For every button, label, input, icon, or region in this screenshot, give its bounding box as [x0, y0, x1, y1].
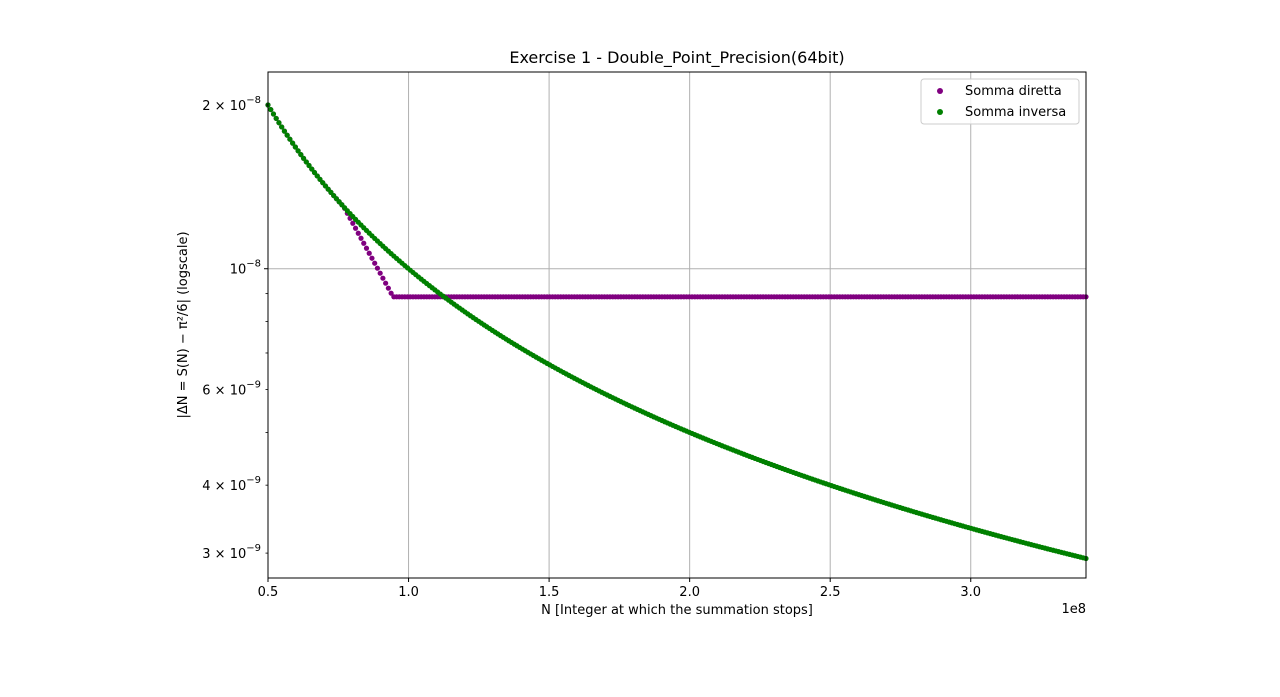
data-point-somma-diretta — [350, 220, 356, 226]
plot-frame — [267, 71, 1087, 579]
data-point-somma-diretta — [369, 255, 375, 261]
y-tick-label: 2 × 10−8 — [202, 95, 261, 114]
axis-ticks: 0.5 1.0 1.5 2.0 2.5 3.0 10−8 2 × 10−8 6 × 10−9 4 … — [202, 95, 981, 600]
data-point-somma-inversa — [276, 120, 282, 126]
legend-marker-somma-inversa — [937, 109, 943, 115]
legend-label-somma-diretta: Somma diretta — [965, 84, 1062, 99]
data-point-somma-inversa — [309, 166, 315, 172]
data-point-somma-diretta — [380, 275, 386, 281]
x-tick-label: 2.0 — [679, 585, 700, 600]
y-tick-label: 3 × 10−9 — [202, 543, 261, 562]
data-point-somma-diretta — [352, 225, 359, 231]
data-point-somma-inversa — [306, 162, 312, 169]
x-tick-label: 2.5 — [820, 585, 841, 600]
data-point-somma-diretta — [385, 285, 391, 291]
data-point-somma-diretta — [355, 230, 361, 236]
y-tick-exponent: −8 — [246, 95, 261, 106]
legend-marker-somma-diretta — [937, 88, 943, 94]
legend: Somma diretta Somma inversa — [920, 78, 1080, 125]
x-tick-label: 1.5 — [539, 585, 560, 600]
y-tick-label: 6 × 10−9 — [202, 379, 261, 398]
data-point-somma-inversa — [287, 136, 293, 142]
data-point-somma-inversa — [279, 124, 285, 130]
legend-box — [920, 78, 1080, 125]
x-axis-label: N [Integer at which the summation stops] — [541, 603, 813, 618]
data-point-somma-inversa — [303, 159, 309, 165]
x-tick-label: 0.5 — [258, 585, 279, 600]
y-tick-label: 10−8 — [230, 259, 261, 278]
data-point-somma-inversa — [298, 151, 304, 158]
x-tick-label: 3.0 — [960, 585, 981, 600]
data-point-somma-inversa — [290, 140, 296, 146]
data-point-somma-diretta — [377, 270, 383, 276]
data-point-somma-inversa — [300, 155, 307, 161]
y-tick-exponent: −9 — [246, 543, 261, 554]
y-tick-exponent: −9 — [246, 379, 261, 390]
data-point-somma-diretta — [388, 290, 394, 296]
chart-title: Exercise 1 - Double_Point_Precision(64bi… — [509, 48, 844, 68]
data-point-somma-inversa — [270, 111, 277, 117]
data-point-somma-inversa — [273, 115, 279, 122]
legend-label-somma-inversa: Somma inversa — [965, 105, 1066, 120]
data-point-somma-diretta — [363, 245, 370, 251]
y-tick-exponent: −8 — [246, 259, 261, 270]
data-point-somma-diretta — [383, 280, 389, 286]
data-point-somma-diretta — [372, 260, 378, 266]
data-point-somma-inversa — [284, 132, 290, 138]
data-point-somma-inversa — [281, 128, 288, 134]
x-tick-label: 1.0 — [398, 585, 419, 600]
data-point-somma-diretta — [361, 240, 367, 246]
data-point-somma-inversa — [268, 106, 274, 113]
y-tick-exponent: −9 — [246, 475, 261, 486]
data-point-somma-inversa — [295, 148, 301, 154]
y-axis-label: |ΔN = S(N) − π²/6| (logscale) — [176, 231, 191, 418]
grid-lines — [267, 72, 1086, 578]
data-point-somma-diretta — [366, 250, 372, 256]
data-point-somma-diretta — [374, 265, 381, 271]
data-point-somma-inversa — [292, 144, 298, 150]
x-axis-offset-label: 1e8 — [1061, 602, 1086, 617]
data-points — [265, 102, 1089, 562]
data-point-somma-diretta — [358, 235, 364, 241]
y-tick-label: 4 × 10−9 — [202, 475, 261, 494]
